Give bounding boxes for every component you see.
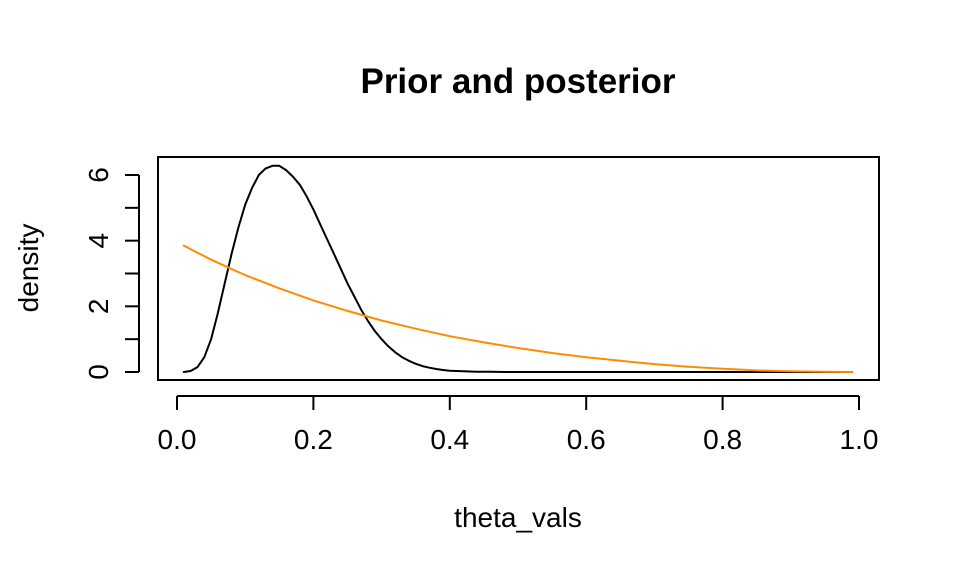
y-tick-label: 4	[83, 233, 114, 249]
x-tick-label: 1.0	[840, 424, 879, 455]
x-axis: 0.0 0.2 0.4 0.6 0.8 1.0	[158, 395, 879, 455]
x-tick-label: 0.4	[430, 424, 469, 455]
series-line-2	[182, 244, 854, 373]
y-tick-label: 2	[83, 299, 114, 315]
x-tick-label: 0.0	[158, 424, 197, 455]
y-axis: 0 2 4 6	[83, 167, 140, 380]
x-tick-label: 0.2	[294, 424, 333, 455]
y-tick-label: 6	[83, 167, 114, 183]
plot-frame	[157, 156, 880, 381]
x-tick-label: 0.8	[703, 424, 742, 455]
x-axis-label: theta_vals	[454, 502, 582, 533]
series-line-1	[182, 164, 854, 373]
chart-title: Prior and posterior	[360, 62, 675, 101]
x-tick-label: 0.6	[567, 424, 606, 455]
y-axis-label: density	[13, 224, 44, 313]
y-tick-label: 0	[83, 364, 114, 380]
series-layer	[182, 164, 854, 373]
